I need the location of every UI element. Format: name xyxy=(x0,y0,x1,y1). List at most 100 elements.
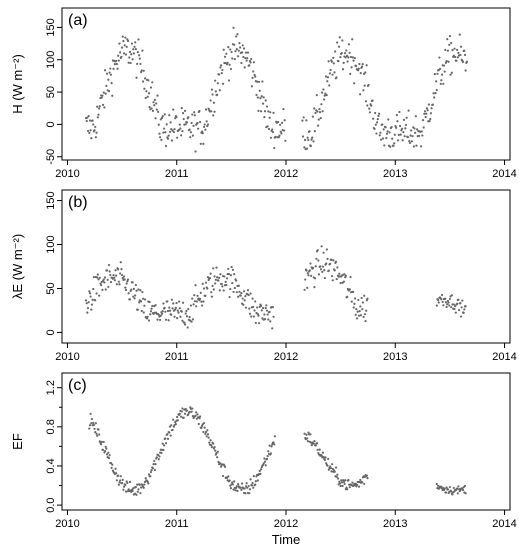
data-point xyxy=(86,129,90,133)
data-point xyxy=(243,299,246,302)
data-point xyxy=(89,295,92,298)
data-point xyxy=(202,287,206,290)
data-point xyxy=(160,138,163,141)
data-point xyxy=(180,415,183,418)
data-point xyxy=(450,41,453,45)
data-point xyxy=(132,287,135,290)
data-point xyxy=(93,427,96,430)
data-point xyxy=(211,93,214,96)
data-point xyxy=(214,282,217,285)
data-point xyxy=(155,108,158,111)
data-point xyxy=(105,72,109,75)
data-point xyxy=(256,80,259,83)
data-point xyxy=(172,302,175,305)
data-point xyxy=(209,439,212,442)
y-tick-label: -50 xyxy=(45,149,57,165)
data-point xyxy=(410,140,413,143)
data-point xyxy=(115,283,118,286)
data-point xyxy=(397,133,400,137)
data-point xyxy=(183,412,187,415)
data-point xyxy=(238,42,241,45)
data-point xyxy=(459,53,462,57)
data-point xyxy=(151,467,155,470)
data-point xyxy=(200,426,203,430)
data-point xyxy=(172,108,175,111)
data-point xyxy=(114,269,117,272)
data-point xyxy=(155,102,158,105)
data-point xyxy=(278,134,281,137)
data-point xyxy=(188,315,191,319)
data-point xyxy=(188,128,191,131)
data-point xyxy=(265,304,268,307)
data-point xyxy=(100,96,103,99)
panel-label: (a) xyxy=(68,12,88,29)
data-point xyxy=(176,309,179,312)
data-point xyxy=(121,277,124,280)
data-point xyxy=(454,305,457,308)
data-point xyxy=(250,484,254,487)
data-point xyxy=(110,466,113,469)
data-point xyxy=(113,279,116,282)
data-point xyxy=(305,433,308,436)
data-point xyxy=(282,107,285,111)
data-point xyxy=(440,73,444,76)
data-point xyxy=(330,60,333,63)
data-point xyxy=(361,308,364,311)
data-point xyxy=(363,294,366,297)
data-point xyxy=(103,281,106,284)
data-point xyxy=(117,54,120,57)
data-point xyxy=(96,276,99,279)
data-point xyxy=(225,283,228,287)
data-point xyxy=(364,71,367,74)
data-point xyxy=(177,311,180,314)
data-point xyxy=(191,134,195,137)
data-point xyxy=(454,55,457,59)
data-point xyxy=(248,492,251,495)
y-tick-label: 50 xyxy=(45,86,57,98)
data-point xyxy=(248,312,252,315)
data-point xyxy=(421,118,425,122)
data-point xyxy=(326,464,329,467)
data-point xyxy=(309,262,312,265)
data-point xyxy=(240,292,243,295)
data-point xyxy=(442,64,446,67)
data-point xyxy=(216,456,219,459)
data-point xyxy=(424,115,427,119)
data-point xyxy=(109,281,113,284)
data-point xyxy=(227,46,230,49)
data-point xyxy=(199,291,202,295)
data-point xyxy=(91,119,94,122)
data-point xyxy=(333,269,336,272)
data-point xyxy=(308,130,311,133)
data-point xyxy=(259,472,262,475)
data-point xyxy=(336,477,340,480)
data-point xyxy=(204,281,208,284)
data-point xyxy=(141,49,144,52)
data-point xyxy=(105,447,108,450)
data-point xyxy=(441,300,444,304)
data-point xyxy=(324,456,327,459)
data-point xyxy=(181,301,185,304)
data-point xyxy=(122,275,126,278)
data-point xyxy=(360,296,363,300)
data-point xyxy=(159,318,162,322)
data-point xyxy=(178,128,181,131)
data-point xyxy=(253,73,256,76)
data-point xyxy=(333,470,336,473)
data-point xyxy=(379,138,383,141)
data-point xyxy=(233,273,236,276)
data-point xyxy=(165,123,168,126)
data-point xyxy=(406,136,410,139)
data-point xyxy=(228,63,231,66)
data-point xyxy=(254,75,257,78)
data-point xyxy=(372,117,375,120)
data-point xyxy=(235,485,238,488)
data-point xyxy=(347,43,351,46)
data-point xyxy=(189,131,193,134)
data-point xyxy=(364,100,368,103)
data-point xyxy=(242,47,246,50)
data-point xyxy=(307,274,310,277)
data-point xyxy=(450,294,453,297)
data-point xyxy=(86,116,89,119)
data-point xyxy=(402,118,406,122)
